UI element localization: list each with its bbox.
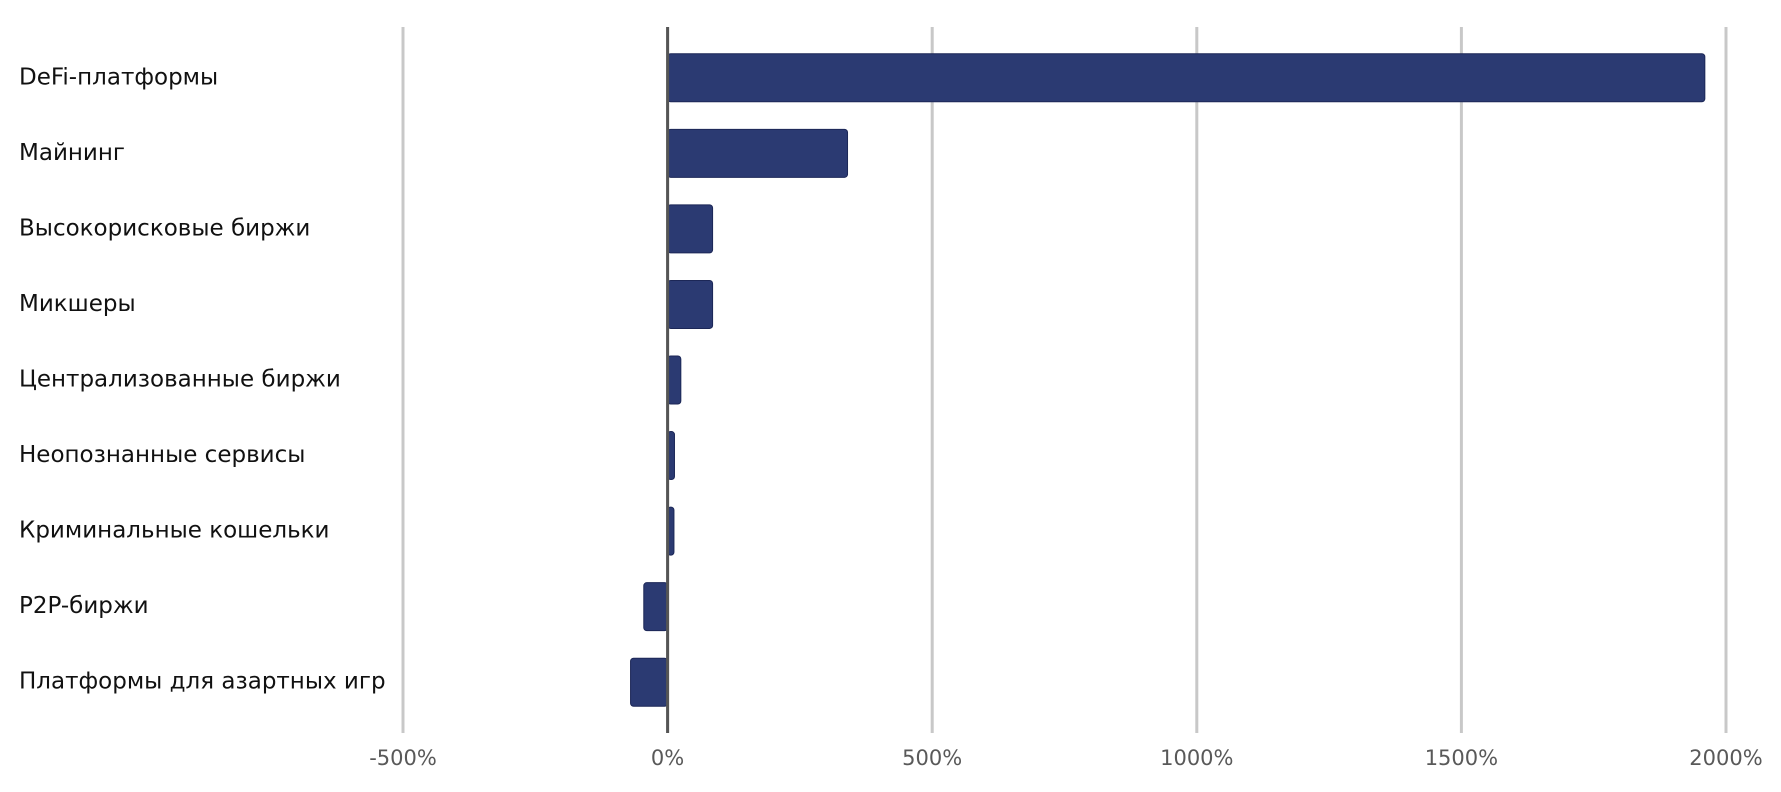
y-tick-label: Микшеры — [19, 291, 136, 317]
y-tick-label: Криминальные кошельки — [19, 518, 329, 544]
y-tick-label: Высокорисковые биржи — [19, 215, 310, 241]
y-tick-label: Неопознанные сервисы — [19, 442, 305, 468]
x-tick-label: 500% — [902, 746, 962, 770]
bar — [667, 355, 682, 405]
x-tick-label: 1500% — [1425, 746, 1498, 770]
bar — [667, 128, 849, 178]
bar — [667, 53, 1706, 103]
x-tick-label: 2000% — [1689, 746, 1762, 770]
bar — [667, 279, 714, 329]
bar — [667, 204, 714, 254]
bar — [643, 582, 669, 632]
x-tick-label: 1000% — [1160, 746, 1233, 770]
y-tick-label: P2P-биржи — [19, 593, 149, 619]
y-tick-label: Платформы для азартных игр — [19, 669, 386, 695]
y-tick-label: DeFi-платформы — [19, 64, 218, 90]
y-tick-label: Майнинг — [19, 140, 125, 166]
y-tick-label: Централизованные биржи — [19, 367, 341, 393]
x-tick-label: -500% — [369, 746, 437, 770]
x-tick-label: 0% — [651, 746, 684, 770]
bar — [630, 657, 669, 707]
